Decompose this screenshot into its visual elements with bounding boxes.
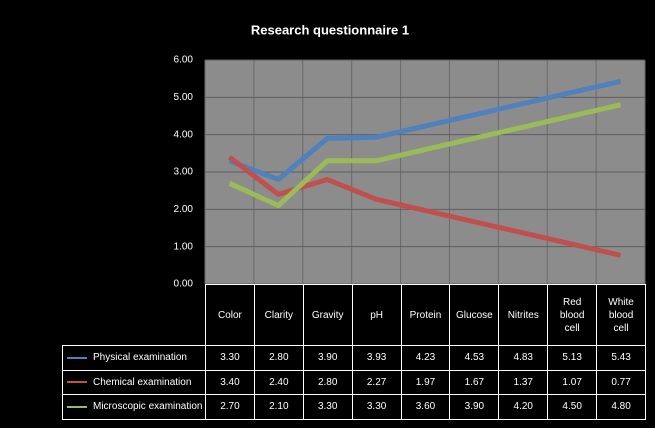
category-cell: Red blood cell (547, 284, 598, 346)
legend-label: Chemical examination (93, 376, 192, 388)
legend-cell: Microscopic examination (62, 394, 206, 420)
category-cell: Protein (400, 284, 451, 346)
legend-swatch (67, 405, 87, 408)
value-cell: 4.80 (596, 394, 646, 420)
value-cell: 2.80 (253, 345, 304, 371)
value-cell: 3.90 (302, 345, 353, 371)
y-tick-label: 6.00 (174, 55, 194, 66)
series-line (228, 102, 622, 209)
value-cell: 3.93 (351, 345, 402, 371)
value-cell: 4.23 (400, 345, 451, 371)
value-cell: 2.70 (205, 394, 255, 420)
value-cell: 1.07 (547, 369, 598, 396)
value-cell: 4.50 (547, 394, 598, 420)
value-cell: 0.77 (596, 369, 646, 396)
y-tick-label: 2.00 (174, 204, 194, 215)
value-cell: 3.40 (205, 369, 255, 396)
value-cell: 4.20 (498, 394, 549, 420)
value-cell: 3.90 (449, 394, 500, 420)
value-cell: 2.80 (302, 369, 353, 396)
value-cell: 2.27 (351, 369, 402, 396)
value-cell: 3.30 (205, 345, 255, 371)
series-line (228, 78, 622, 182)
category-cell: Color (205, 284, 255, 346)
y-tick-label: 0.00 (174, 279, 194, 290)
value-cell: 3.30 (351, 394, 402, 420)
legend-cell: Physical examination (62, 345, 206, 371)
legend-swatch (67, 381, 87, 384)
legend-cell: Chemical examination (62, 369, 206, 396)
category-cell: Nitrites (498, 284, 549, 346)
legend-label: Physical examination (93, 352, 187, 364)
y-tick-label: 4.00 (174, 129, 194, 140)
value-cell: 1.67 (449, 369, 500, 396)
category-cell: pH (351, 284, 402, 346)
y-tick-label: 5.00 (174, 92, 194, 103)
category-cell: Clarity (253, 284, 304, 346)
value-cell: 5.13 (547, 345, 598, 371)
value-cell: 3.30 (302, 394, 353, 420)
category-cell: Gravity (302, 284, 353, 346)
value-cell: 2.10 (253, 394, 304, 420)
y-tick-label: 1.00 (174, 241, 194, 252)
value-cell: 3.60 (400, 394, 451, 420)
legend-label: Microscopic examination (93, 401, 203, 413)
value-cell: 1.37 (498, 369, 549, 396)
legend-swatch (67, 356, 87, 359)
value-cell: 4.53 (449, 345, 500, 371)
value-cell: 4.83 (498, 345, 549, 371)
value-cell: 1.97 (400, 369, 451, 396)
category-cell: White blood cell (596, 284, 646, 346)
y-tick-label: 3.00 (174, 167, 194, 178)
value-cell: 2.40 (253, 369, 304, 396)
category-cell: Glucose (449, 284, 500, 346)
value-cell: 5.43 (596, 345, 646, 371)
chart-title: Research questionnaire 1 (251, 22, 409, 37)
